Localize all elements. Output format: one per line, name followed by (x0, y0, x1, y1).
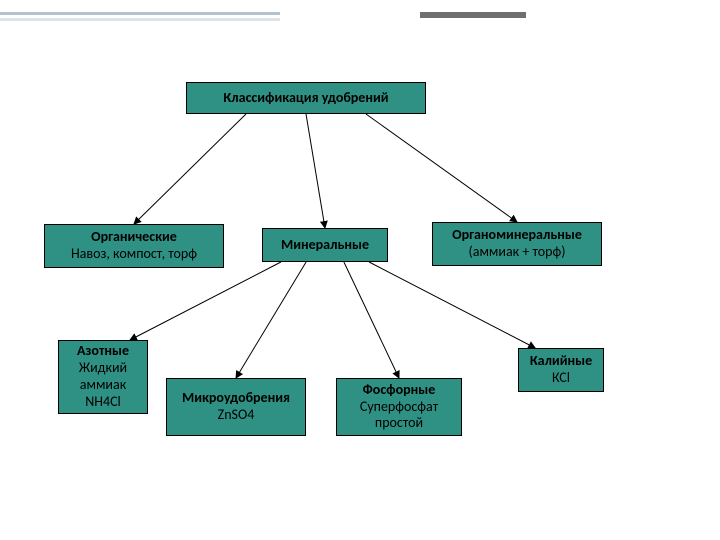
node-micro-title: Микроудобрения (182, 390, 290, 407)
node-organomineral-title: Органоминеральные (452, 227, 582, 244)
node-organomineral: Органоминеральные (аммиак + торф) (432, 222, 602, 266)
node-organic-title: Органические (91, 229, 177, 246)
node-mineral-title: Минеральные (281, 237, 369, 254)
node-organomineral-sub: (аммиак + торф) (469, 244, 566, 261)
node-nitrogen-title: Азотные (77, 343, 129, 360)
node-nitrogen-sub: Жидкий аммиак NH4Cl (79, 360, 127, 410)
node-root-title: Классификация удобрений (223, 90, 388, 107)
node-phosphorus-sub: Суперфосфат простой (360, 399, 438, 433)
node-phosphorus-title: Фосфорные (363, 382, 436, 399)
node-mineral: Минеральные (262, 228, 388, 262)
node-nitrogen: Азотные Жидкий аммиак NH4Cl (58, 340, 148, 414)
node-micro-sub: ZnSO4 (218, 407, 255, 424)
node-potassium: Калийные КСl (518, 348, 604, 392)
node-micro: Микроудобрения ZnSO4 (166, 378, 306, 436)
header-bar-3 (420, 12, 526, 18)
node-root: Классификация удобрений (186, 82, 426, 114)
node-organic-sub: Навоз, компост, торф (71, 246, 197, 263)
header-bar-1 (0, 12, 280, 15)
node-potassium-title: Калийные (530, 353, 592, 370)
node-organic: Органические Навоз, компост, торф (44, 224, 224, 268)
node-phosphorus: Фосфорные Суперфосфат простой (336, 378, 462, 436)
node-potassium-sub: КСl (552, 370, 570, 387)
edges-layer (0, 0, 720, 540)
header-bar-2 (0, 18, 280, 21)
